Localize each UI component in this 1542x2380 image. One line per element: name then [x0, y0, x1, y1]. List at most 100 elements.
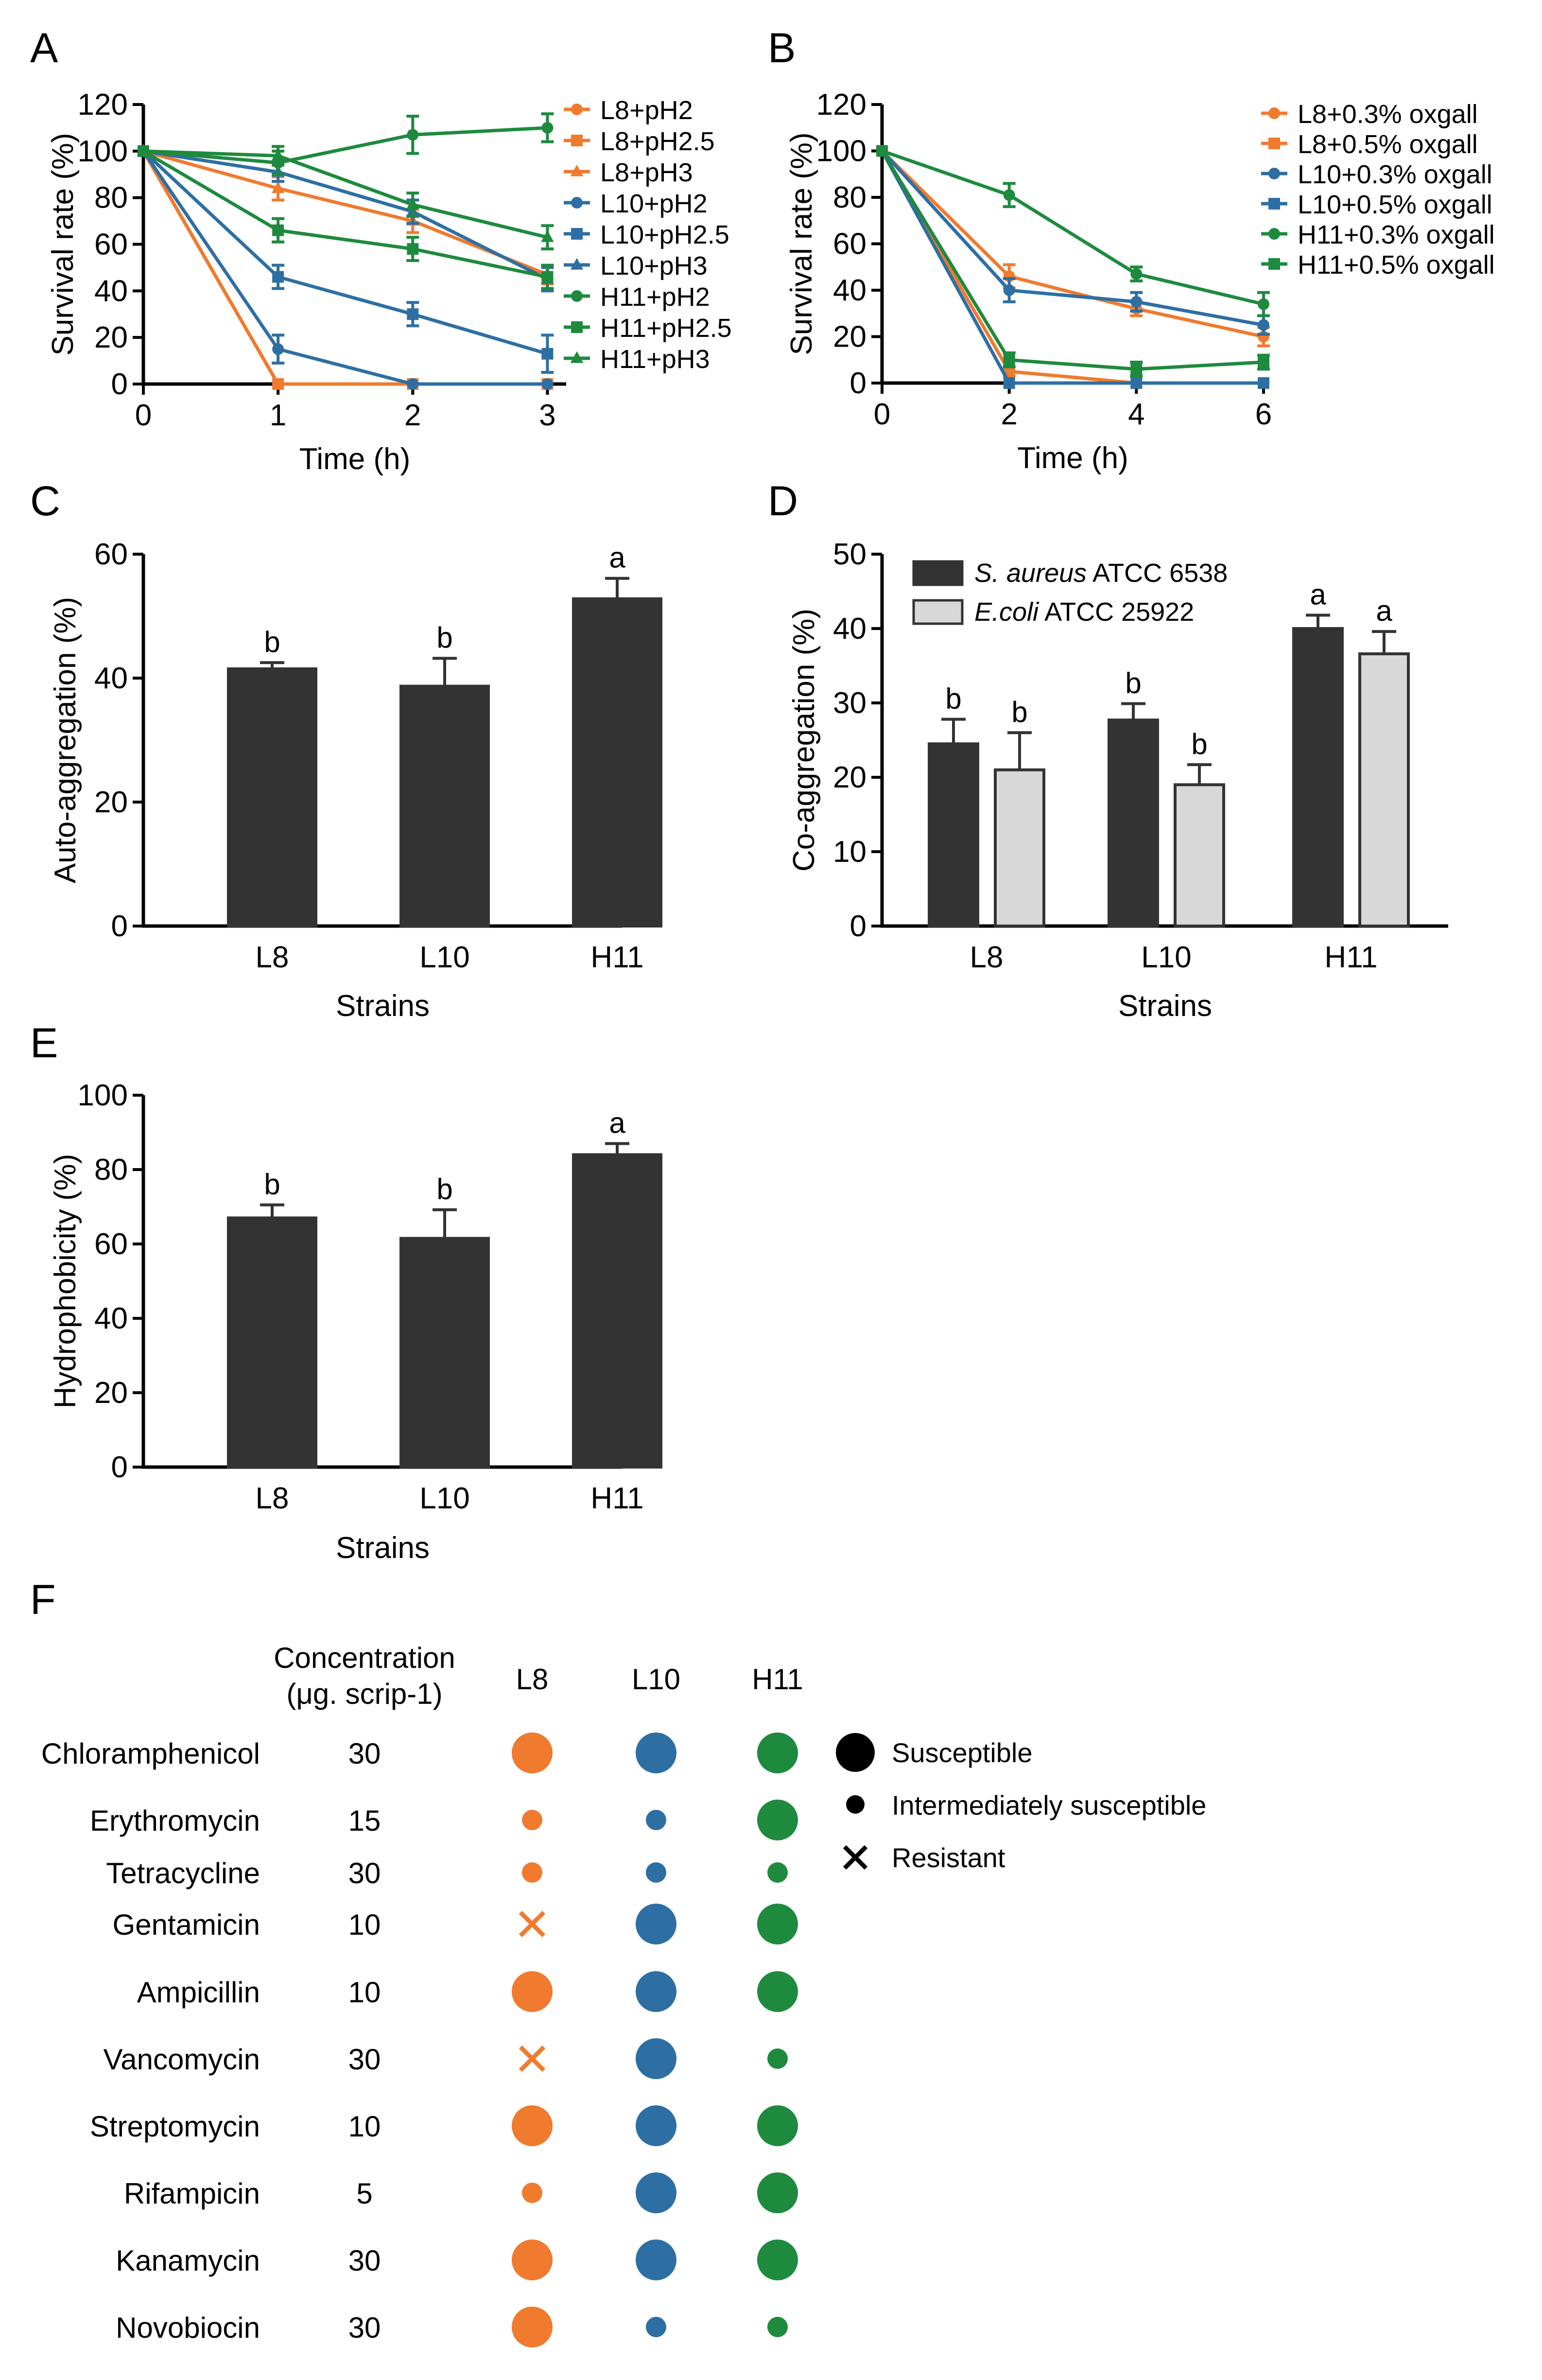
y-tick-label: 120	[816, 88, 866, 122]
series-line-L10+pH3	[143, 149, 548, 281]
y-tick-label: 100	[816, 135, 866, 168]
legend-label: H11+pH2.5	[600, 314, 732, 343]
concentration-value: 30	[348, 2043, 381, 2076]
susceptible-dot	[757, 2240, 798, 2280]
concentration-value: 30	[348, 2311, 381, 2344]
y-tick-label: 20	[94, 1376, 128, 1410]
y-tick-label: 20	[94, 786, 128, 819]
legend-label: L10+pH2	[600, 189, 708, 218]
x-axis-label: Strains	[336, 989, 430, 1023]
y-tick-label: 80	[94, 181, 128, 215]
x-tick-label: 2	[404, 399, 421, 432]
y-axis-label: Survival rate (%)	[785, 132, 818, 355]
legend-susceptible-dot	[836, 1733, 875, 1772]
series-line-L10+pH2	[142, 150, 548, 386]
significance-letter: b	[945, 682, 961, 715]
susceptible-dot	[757, 1971, 798, 2012]
y-tick-label: 80	[833, 181, 866, 214]
data-point	[876, 145, 888, 157]
legend-marker	[1268, 138, 1280, 149]
x-tick-label: L8	[256, 1482, 289, 1515]
y-axis-label: Auto-aggregation (%)	[49, 597, 82, 883]
x-tick-label: H11	[590, 1482, 643, 1515]
intermediate-dot	[646, 1862, 666, 1883]
legend-marker	[571, 321, 583, 333]
x-tick-label: 0	[874, 398, 890, 431]
x-tick-label: H11	[590, 941, 643, 974]
antibiotic-name: Erythromycin	[90, 1804, 260, 1837]
intermediate-dot	[522, 1862, 542, 1883]
data-point	[1258, 319, 1269, 331]
x-tick-label: L8	[256, 941, 289, 974]
y-tick-label: 0	[111, 1451, 128, 1484]
x-tick-label: L8	[970, 941, 1004, 974]
x-tick-label: H11	[1324, 941, 1377, 974]
antibiotic-name: Streptomycin	[90, 2110, 260, 2143]
y-tick-label: 60	[94, 1227, 128, 1261]
data-point	[271, 149, 285, 161]
legend-resistant: Resistant	[892, 1842, 1005, 1873]
data-point	[1003, 354, 1015, 366]
y-tick-label: 0	[850, 910, 866, 943]
series-line-L10+pH2.5	[142, 150, 548, 356]
legend-label: L10+pH3	[600, 251, 708, 280]
y-tick-label: 10	[833, 835, 866, 869]
legend-label: H11+pH3	[600, 345, 710, 374]
data-point	[272, 343, 284, 355]
intermediate-dot	[522, 1810, 542, 1830]
significance-letter: a	[1376, 595, 1392, 627]
concentration-value: 10	[348, 1976, 381, 2009]
y-tick-label: 40	[94, 274, 128, 308]
susceptible-dot	[757, 1904, 798, 1944]
antibiotic-name: Kanamycin	[116, 2244, 260, 2277]
x-tick-label: L10	[419, 941, 469, 974]
data-point	[272, 271, 284, 283]
data-point	[272, 378, 284, 390]
data-point	[541, 378, 554, 390]
data-point	[407, 378, 419, 390]
bar	[399, 684, 490, 928]
series-line-H11+pH2	[143, 126, 548, 165]
header-concentration-unit: (μg. scrip-1)	[286, 1678, 442, 1710]
legend-label: H11+pH2	[600, 282, 710, 312]
significance-letter: b	[1011, 696, 1027, 728]
susceptible-dot	[636, 2038, 676, 2079]
legend-marker	[1268, 228, 1280, 240]
legend-swatch	[912, 560, 964, 586]
antibiotic-name: Gentamicin	[113, 1908, 260, 1941]
legend-intermediate-dot	[846, 1795, 865, 1814]
legend-label: L10+0.3% oxgall	[1298, 160, 1492, 189]
legend-label: L8+pH2.5	[600, 127, 715, 156]
data-point	[1258, 298, 1269, 310]
legend-intermediate: Intermediately susceptible	[892, 1790, 1206, 1820]
y-tick-label: 60	[833, 228, 866, 261]
data-point	[271, 181, 285, 193]
data-point	[541, 230, 554, 242]
data-point	[272, 224, 284, 236]
concentration-value: 5	[356, 2177, 372, 2210]
concentration-value: 30	[348, 2244, 381, 2277]
x-axis-label: Time (h)	[1017, 441, 1128, 475]
cross-stroke	[519, 1910, 546, 1938]
susceptible-dot	[512, 1732, 553, 1773]
y-tick-label: 40	[94, 1302, 128, 1335]
y-tick-label: 80	[94, 1153, 128, 1187]
resistant-cross	[519, 1910, 546, 1938]
series-line-H11+0.3% oxgall	[881, 149, 1264, 306]
antibiotic-name: Rifampicin	[124, 2177, 260, 2210]
antibiotic-name: Chloramphenicol	[41, 1737, 260, 1770]
header-strain: L10	[632, 1663, 680, 1696]
susceptible-dot	[512, 1971, 553, 2012]
antibiotic-name: Novobiocin	[116, 2311, 260, 2344]
significance-letter: a	[609, 542, 625, 574]
data-point	[1003, 377, 1015, 389]
bar	[227, 667, 317, 928]
series-line-H11+pH2.5	[142, 149, 548, 279]
bar	[227, 1216, 317, 1469]
y-axis-label: Co-aggregation (%)	[787, 609, 821, 872]
antibiotic-name: Vancomycin	[104, 2043, 260, 2076]
series-line-L10+0.3% oxgall	[881, 150, 1264, 327]
x-axis-label: Strains	[336, 1531, 430, 1565]
concentration-value: 15	[348, 1804, 381, 1837]
